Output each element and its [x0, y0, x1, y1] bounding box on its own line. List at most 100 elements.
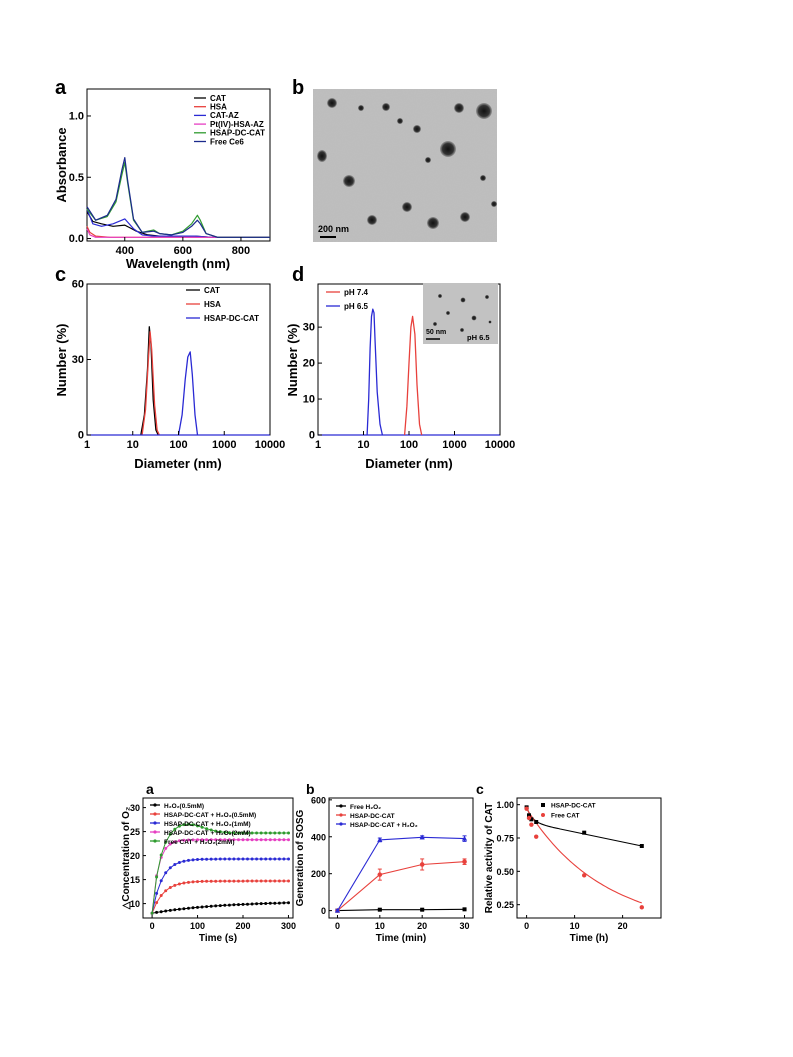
- data-point: [241, 902, 245, 906]
- x-tick-label: 1000: [442, 439, 466, 451]
- data-point: [246, 879, 249, 883]
- data-point: [259, 879, 263, 883]
- fit-curve: [526, 808, 642, 904]
- data-point: [255, 879, 259, 883]
- legend-entry: pH 7.4: [344, 288, 369, 297]
- data-point: [264, 831, 268, 835]
- data-point: [264, 879, 268, 883]
- panel-label-b: b: [292, 77, 304, 99]
- data-point: [259, 838, 263, 842]
- data-point: [205, 879, 209, 883]
- y-axis-label: Number (%): [285, 324, 300, 397]
- x-tick-label: 0: [150, 921, 155, 931]
- data-point: [182, 823, 186, 827]
- nanoparticle-dots: [317, 98, 497, 229]
- data-point: [214, 829, 218, 833]
- y-tick-label: 0.5: [69, 172, 84, 184]
- legend-marker: [153, 830, 157, 834]
- plot-frame: [86, 283, 271, 436]
- data-point: [214, 879, 218, 883]
- data-point: [377, 907, 382, 912]
- y-axis-label: Relative activity of CAT: [484, 803, 495, 913]
- data-point: [232, 903, 236, 907]
- data-point: [173, 827, 177, 831]
- data-point: [534, 834, 539, 839]
- data-point: [177, 839, 181, 843]
- x-tick-label: 10: [127, 439, 139, 451]
- data-point: [255, 857, 259, 861]
- data-point: [209, 838, 213, 842]
- data-point: [191, 880, 195, 884]
- legend-entry: HSA: [204, 300, 221, 309]
- data-point: [250, 902, 254, 906]
- series-line: [403, 315, 423, 436]
- data-point: [223, 857, 227, 861]
- panel-label-c: c: [55, 264, 66, 286]
- data-point: [268, 879, 272, 883]
- data-point: [187, 880, 190, 884]
- y-tick-label: 600: [311, 795, 326, 805]
- data-point: [255, 902, 259, 906]
- x-tick-label: 20: [618, 921, 628, 931]
- data-point: [205, 857, 209, 861]
- data-point: [205, 905, 209, 909]
- absorbance-chart: a 400 600 800 0.0 0.5 1.0 CATHSACAT-AZPt(IV)-…: [54, 77, 271, 271]
- data-point: [277, 831, 281, 835]
- data-point: [227, 838, 231, 842]
- data-point: [155, 901, 159, 905]
- data-point: [218, 838, 222, 842]
- legend-entry: H₂O₂(0.5mM): [164, 803, 204, 810]
- series-line: [86, 157, 270, 238]
- legend-entry: CAT-AZ: [210, 111, 239, 120]
- data-point: [282, 901, 286, 905]
- data-point: [191, 838, 195, 842]
- x-tick-label: 10: [357, 439, 369, 451]
- y-tick-label: 30: [130, 803, 140, 813]
- data-point: [173, 883, 177, 887]
- y-tick-label: 30: [72, 354, 84, 366]
- data-point: [182, 859, 186, 863]
- series-line: [177, 351, 199, 436]
- legend-marker: [153, 812, 157, 816]
- data-point: [268, 857, 272, 861]
- data-point: [462, 859, 467, 864]
- data-point: [196, 838, 199, 842]
- data-point: [273, 901, 277, 905]
- x-tick-label: 0: [524, 921, 529, 931]
- data-point: [155, 875, 159, 879]
- legend-entry: CAT: [204, 286, 220, 295]
- data-point: [218, 879, 222, 883]
- data-point: [273, 831, 277, 835]
- data-point: [214, 904, 218, 908]
- x-axis-label: Wavelength (nm): [126, 256, 230, 271]
- data-point: [159, 894, 163, 897]
- panel-label-a: a: [55, 77, 67, 99]
- data-point: [259, 831, 263, 835]
- data-point: [287, 838, 290, 842]
- data-point: [582, 873, 587, 878]
- data-point: [277, 901, 281, 905]
- x-tick-label: 10: [375, 921, 385, 931]
- data-point: [639, 905, 644, 910]
- y-tick-label: 20: [130, 851, 140, 861]
- data-point: [277, 857, 281, 861]
- x-axis-label: Time (h): [570, 933, 609, 944]
- data-point: [250, 879, 254, 883]
- scale-bar-label: 200 nm: [318, 224, 349, 234]
- y-tick-label: 30: [303, 322, 315, 334]
- legend-entry: Free H₂O₂: [350, 804, 381, 811]
- cat-activity-chart: c 0 10 20 0.25 0.50 0.75 1.00 HSAP-DC-CAT Free …: [476, 781, 662, 944]
- data-point: [227, 879, 231, 883]
- y-tick-label: 0: [309, 430, 315, 442]
- data-point: [168, 886, 172, 889]
- data-point: [277, 879, 281, 883]
- data-point: [191, 906, 195, 910]
- x-tick-label: 100: [169, 439, 187, 451]
- data-point: [237, 838, 240, 842]
- data-point: [237, 857, 240, 861]
- legend-entry: HSA: [210, 103, 227, 112]
- legend-marker: [153, 821, 157, 825]
- data-point: [223, 838, 227, 842]
- x-tick-label: 10: [570, 921, 580, 931]
- data-point: [196, 824, 199, 828]
